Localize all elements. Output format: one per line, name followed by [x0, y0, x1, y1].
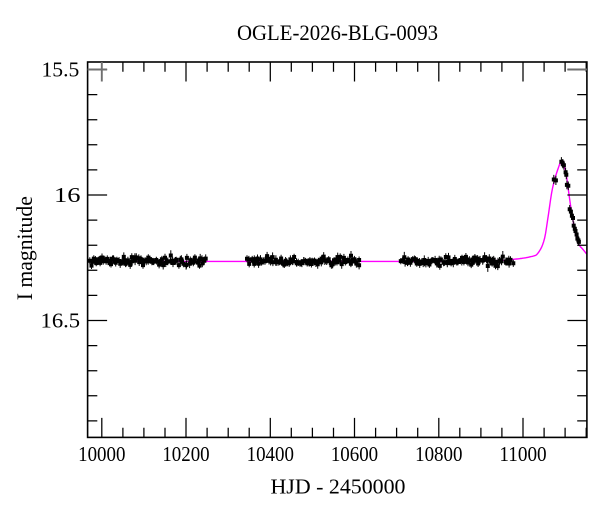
svg-text:10000: 10000 [78, 442, 125, 466]
svg-text:10600: 10600 [331, 442, 378, 466]
svg-text:I magnitude: I magnitude [12, 196, 37, 300]
svg-text:HJD - 2450000: HJD - 2450000 [271, 474, 406, 498]
svg-text:10200: 10200 [162, 442, 209, 466]
svg-text:16.5: 16.5 [41, 309, 81, 333]
svg-text:15.5: 15.5 [42, 58, 80, 82]
svg-text:10400: 10400 [247, 442, 294, 466]
svg-text:11000: 11000 [499, 442, 546, 466]
svg-text:16: 16 [54, 183, 81, 207]
svg-text:10800: 10800 [415, 442, 462, 466]
svg-text:OGLE-2026-BLG-0093: OGLE-2026-BLG-0093 [237, 20, 438, 45]
